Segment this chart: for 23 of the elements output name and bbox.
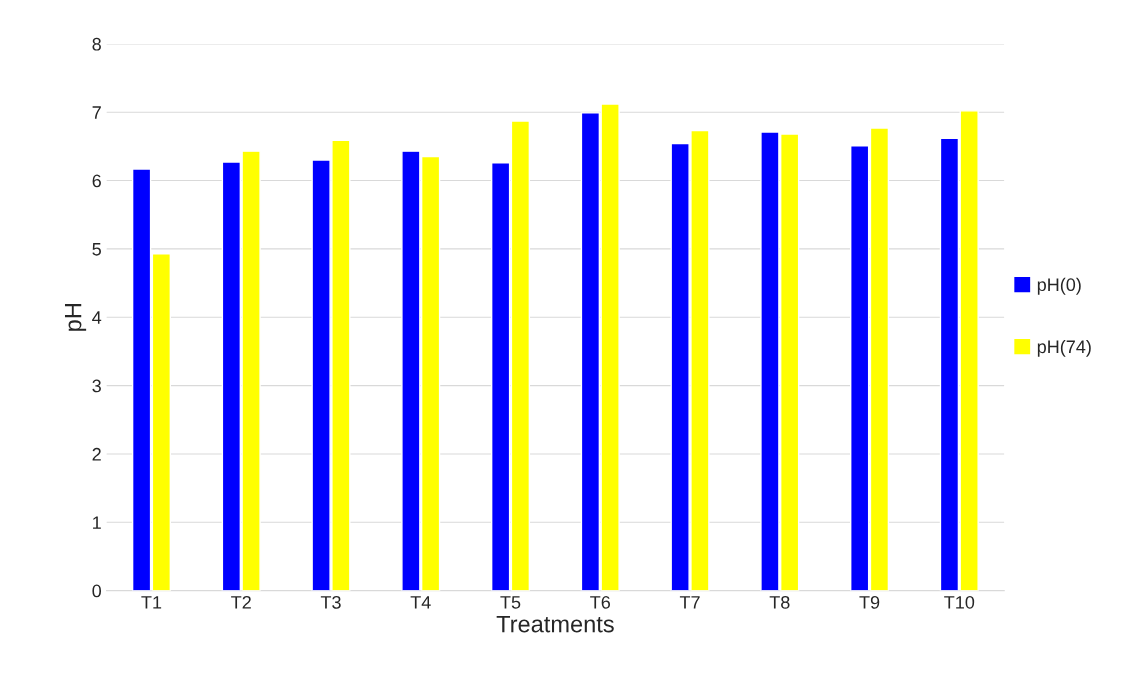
x-tick-label: T9 xyxy=(859,595,880,609)
x-tick-label: T5 xyxy=(500,596,521,609)
y-tick-label: 8 xyxy=(92,37,101,51)
y-tick-label: 5 xyxy=(92,243,101,256)
y-axis-title: pH xyxy=(64,304,87,331)
y-tick-label: 4 xyxy=(92,311,102,324)
y-tick-label: 7 xyxy=(92,106,101,119)
x-tick-label: T7 xyxy=(679,596,700,609)
x-tick-label: T8 xyxy=(769,595,790,609)
legend-label: pH(74) xyxy=(1037,339,1091,357)
y-tick-label: 2 xyxy=(92,447,101,461)
legend-label: pH(0) xyxy=(1037,277,1081,295)
y-tick-label: 1 xyxy=(93,516,101,529)
x-tick-label: T2 xyxy=(231,595,251,609)
x-tick-label: T10 xyxy=(944,595,975,609)
y-tick-label: 3 xyxy=(92,379,101,393)
x-tick-label: T3 xyxy=(320,595,341,609)
x-tick-label: T1 xyxy=(141,596,162,609)
y-tick-label: 0 xyxy=(92,584,102,598)
y-tick-label: 6 xyxy=(92,174,101,188)
x-axis-title: Treatments xyxy=(496,615,614,633)
x-tick-label: T6 xyxy=(590,595,611,609)
x-tick-label: T4 xyxy=(410,596,431,609)
